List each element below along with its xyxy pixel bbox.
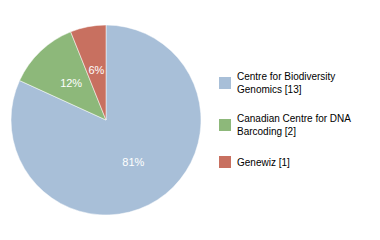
svg-text:81%: 81% [122,156,144,168]
svg-text:6%: 6% [88,64,104,76]
svg-text:Canadian Centre for DNA: Canadian Centre for DNA [237,113,351,124]
svg-text:Barcoding [2]: Barcoding [2] [237,126,296,137]
svg-text:Centre for Biodiversity: Centre for Biodiversity [237,71,335,82]
svg-text:12%: 12% [60,77,82,89]
svg-text:Genomics [13]: Genomics [13] [237,84,302,95]
svg-text:Genewiz [1]: Genewiz [1] [237,157,290,168]
